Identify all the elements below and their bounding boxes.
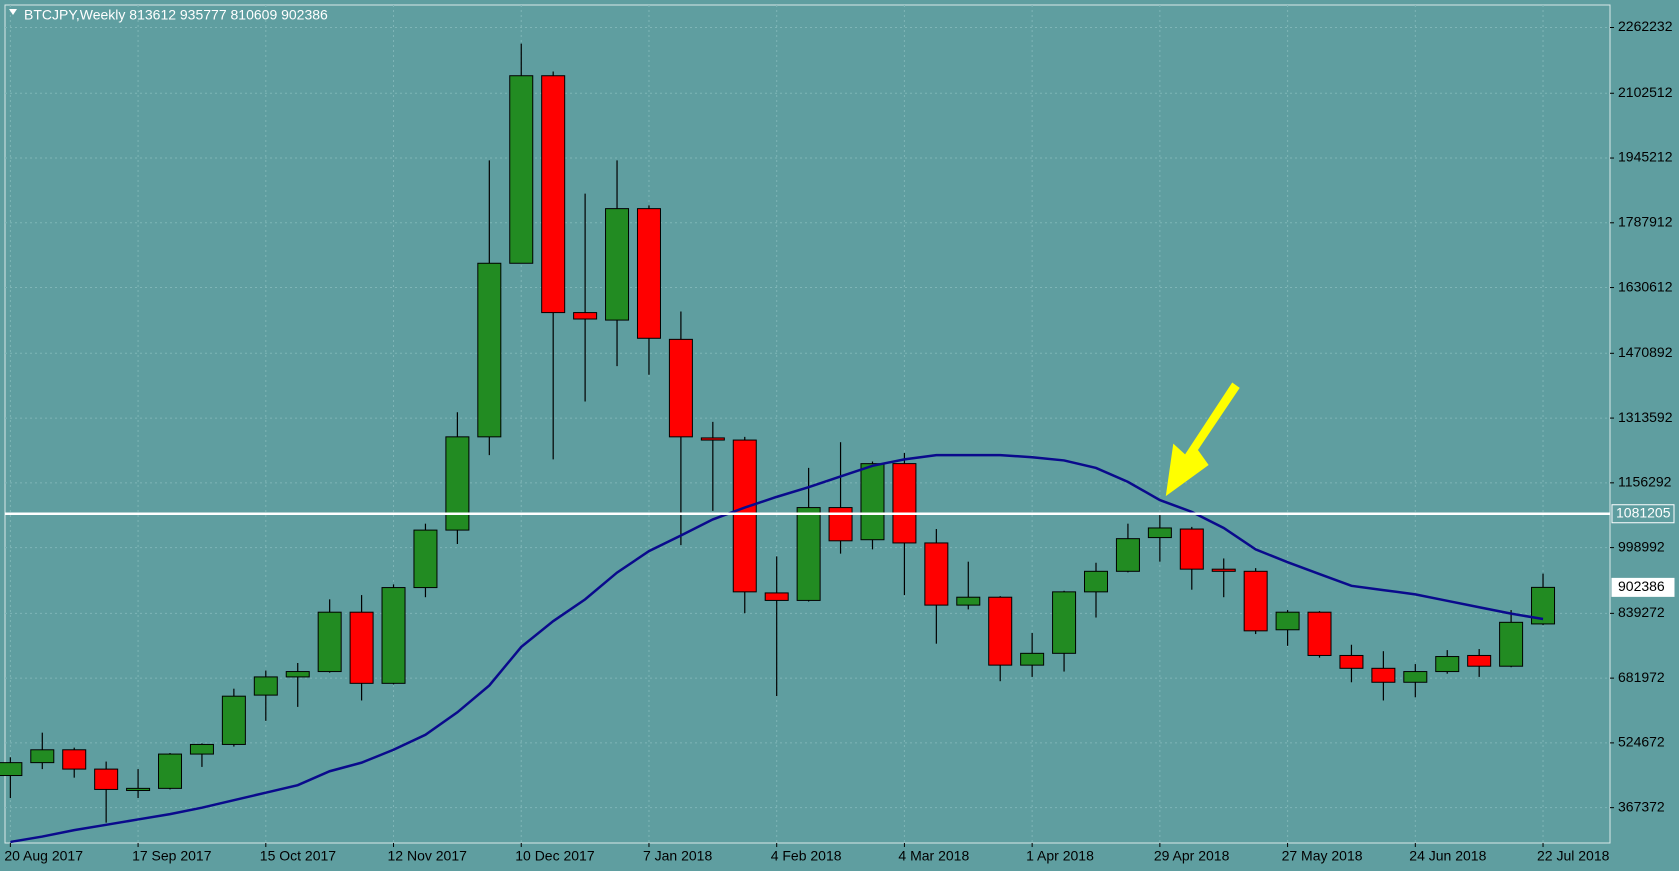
- candle-body: [413, 529, 438, 589]
- level-label: 1081205: [1616, 504, 1671, 520]
- y-tick-label: 1313592: [1618, 409, 1673, 425]
- x-tick-label: 24 Jun 2018: [1409, 848, 1486, 864]
- annotation-arrow: [1165, 382, 1240, 497]
- candle-body: [732, 439, 757, 593]
- x-tick-label: 20 Aug 2017: [4, 848, 83, 864]
- plot-frame: [4, 4, 1611, 844]
- candle-body: [30, 749, 55, 764]
- candle-body: [158, 753, 183, 789]
- candle-body: [1179, 528, 1204, 570]
- candle-body: [1403, 671, 1428, 683]
- candle-body: [189, 743, 214, 755]
- x-tick-label: 15 Oct 2017: [260, 848, 336, 864]
- y-tick-label: 2102512: [1618, 84, 1673, 100]
- candle-body: [62, 749, 87, 770]
- candle-body: [1307, 611, 1332, 656]
- price-label: 902386: [1618, 578, 1665, 594]
- candle-body: [1147, 527, 1172, 539]
- x-tick-label: 1 Apr 2018: [1026, 848, 1094, 864]
- price-label-box: [1611, 577, 1675, 597]
- x-tick-label: 10 Dec 2017: [515, 848, 595, 864]
- candle-body: [477, 262, 502, 438]
- candle-body: [924, 542, 949, 606]
- y-tick-label: 524672: [1618, 734, 1665, 750]
- x-tick-label: 29 Apr 2018: [1154, 848, 1230, 864]
- x-tick-label: 4 Mar 2018: [898, 848, 969, 864]
- level-label-box: [1611, 504, 1675, 524]
- candle-body: [828, 507, 853, 542]
- moving-average: [10, 453, 1544, 844]
- y-tick-label: 839272: [1618, 604, 1665, 620]
- candle-body: [764, 592, 789, 601]
- candle-body: [509, 75, 534, 264]
- candle-body: [892, 463, 917, 544]
- candle-body: [1531, 586, 1556, 625]
- x-tick-label: 27 May 2018: [1282, 848, 1363, 864]
- y-tick-label: 1156292: [1618, 474, 1672, 490]
- candle-body: [349, 611, 374, 684]
- y-tick-label: 2262232: [1618, 18, 1673, 34]
- candle-body: [573, 312, 598, 320]
- candle-body: [253, 676, 278, 696]
- y-tick-label: 1470892: [1618, 344, 1673, 360]
- candle-body: [445, 436, 470, 531]
- chart-title: BTCJPY,Weekly 813612 935777 810609 90238…: [24, 7, 328, 23]
- x-tick-label: 7 Jan 2018: [643, 848, 712, 864]
- candle-body: [126, 787, 151, 792]
- candle-body: [1211, 568, 1236, 572]
- candle-body: [94, 768, 119, 790]
- candle-body: [956, 596, 981, 606]
- x-tick-label: 12 Nov 2017: [388, 848, 468, 864]
- marks-layer: [0, 43, 1556, 844]
- candle-body: [1084, 570, 1109, 593]
- candle-body: [1371, 667, 1396, 683]
- candle-body: [605, 208, 630, 321]
- candle-body: [1435, 656, 1460, 673]
- candle-body: [1243, 570, 1268, 632]
- menu-triangle: [9, 9, 17, 15]
- candle-body: [860, 463, 885, 541]
- y-tick-label: 681972: [1618, 669, 1665, 685]
- candle-body: [1115, 538, 1140, 572]
- candle-body: [1052, 591, 1077, 654]
- candle-body: [636, 208, 661, 339]
- candle-body: [221, 695, 246, 745]
- candle-body: [1020, 652, 1045, 666]
- candle-body: [1275, 611, 1300, 631]
- candle-body: [668, 338, 693, 438]
- candle-body: [0, 762, 23, 777]
- candle-body: [1339, 654, 1364, 669]
- candle-body: [317, 611, 342, 673]
- candle-body: [988, 596, 1013, 666]
- x-tick-label: 22 Jul 2018: [1537, 848, 1610, 864]
- candle-body: [541, 75, 566, 314]
- y-tick-label: 367372: [1618, 798, 1665, 814]
- candle-body: [1499, 621, 1524, 667]
- candle-body: [700, 437, 725, 441]
- x-tick-label: 4 Feb 2018: [771, 848, 842, 864]
- y-tick-label: 1630612: [1618, 278, 1673, 294]
- candle-body: [381, 587, 406, 684]
- y-tick-label: 1945212: [1618, 149, 1673, 165]
- y-tick-label: 998992: [1618, 538, 1665, 554]
- candle-body: [1467, 654, 1492, 667]
- x-tick-label: 17 Sep 2017: [132, 848, 212, 864]
- candle-body: [285, 671, 310, 678]
- candle-body: [796, 507, 821, 601]
- y-tick-label: 1787912: [1618, 213, 1673, 229]
